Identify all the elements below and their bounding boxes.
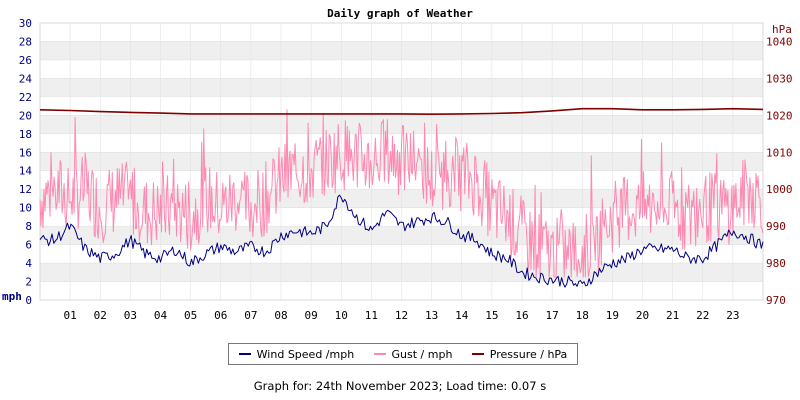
- legend-label-wind: Wind Speed /mph: [256, 347, 355, 361]
- left-tick-label: 18: [19, 128, 32, 141]
- legend-item-pressure: Pressure / hPa: [471, 347, 568, 361]
- x-tick-label: 19: [606, 309, 619, 322]
- left-tick-label: 2: [25, 276, 32, 289]
- right-tick-label: 1040: [766, 35, 793, 48]
- x-tick-label: 09: [305, 309, 318, 322]
- legend-swatch-wind: [238, 353, 251, 355]
- pressure-line: [39, 107, 764, 115]
- left-tick-label: 30: [19, 17, 32, 30]
- right-tick-label: 970: [766, 294, 786, 307]
- x-tick-label: 02: [94, 309, 107, 322]
- plot-area: [39, 22, 764, 301]
- x-tick-label: 21: [666, 309, 679, 322]
- right-axis-unit: hPa: [772, 23, 792, 36]
- x-tick-label: 15: [485, 309, 498, 322]
- x-tick-label: 04: [154, 309, 168, 322]
- x-tick-label: 12: [395, 309, 408, 322]
- legend-item-gust: Gust / mph: [373, 347, 453, 361]
- x-axis-ticks: 01 02 03 04 05 06 07 08 09 10 11 12 13 14 15 16 17 18 19 20…: [64, 309, 740, 322]
- x-tick-label: 14: [455, 309, 469, 322]
- left-tick-label: 6: [25, 239, 32, 252]
- left-axis-unit: mph: [2, 290, 22, 303]
- right-tick-label: 1010: [766, 146, 793, 159]
- x-tick-label: 06: [214, 309, 227, 322]
- left-tick-label: 0: [25, 294, 32, 307]
- right-tick-label: 980: [766, 257, 786, 270]
- x-tick-label: 11: [365, 309, 378, 322]
- wind-speed-line: [39, 194, 764, 288]
- right-tick-label: 1000: [766, 183, 793, 196]
- left-tick-label: 24: [19, 72, 33, 85]
- footer-text: Graph for: 24th November 2023; Load time…: [253, 379, 547, 393]
- x-tick-label: 07: [244, 309, 257, 322]
- right-tick-label: 1020: [766, 109, 793, 122]
- right-axis-ticks: 970 980 990 1000 1010 1020 1030 1040: [766, 35, 793, 307]
- left-tick-label: 10: [19, 202, 32, 215]
- x-tick-label: 10: [335, 309, 348, 322]
- gust-line: [39, 109, 764, 278]
- legend-swatch-pressure: [471, 353, 484, 355]
- left-tick-label: 28: [19, 35, 32, 48]
- left-tick-label: 14: [19, 165, 33, 178]
- left-tick-label: 22: [19, 91, 32, 104]
- x-tick-label: 20: [636, 309, 649, 322]
- legend-label-gust: Gust / mph: [391, 347, 453, 361]
- legend-item-wind: Wind Speed /mph: [238, 347, 355, 361]
- legend-swatch-gust: [373, 353, 386, 355]
- x-tick-label: 01: [64, 309, 77, 322]
- x-tick-label: 22: [696, 309, 709, 322]
- series-layer: [39, 107, 764, 288]
- x-tick-label: 16: [515, 309, 528, 322]
- x-tick-label: 17: [546, 309, 559, 322]
- x-tick-label: 05: [184, 309, 197, 322]
- left-tick-label: 20: [19, 109, 32, 122]
- left-tick-label: 12: [19, 183, 32, 196]
- left-tick-label: 4: [25, 257, 32, 270]
- x-tick-label: 08: [274, 309, 287, 322]
- legend-label-pressure: Pressure / hPa: [489, 347, 568, 361]
- x-tick-label: 18: [576, 309, 589, 322]
- chart-title: Daily graph of Weather: [327, 7, 473, 20]
- legend: Wind Speed /mph Gust / mph Pressure / hP…: [228, 343, 578, 365]
- x-tick-label: 13: [425, 309, 438, 322]
- x-tick-label: 03: [124, 309, 137, 322]
- right-tick-label: 1030: [766, 72, 793, 85]
- left-tick-label: 26: [19, 54, 32, 67]
- x-tick-label: 23: [726, 309, 739, 322]
- left-tick-label: 16: [19, 146, 32, 159]
- left-tick-label: 8: [25, 220, 32, 233]
- right-tick-label: 990: [766, 220, 786, 233]
